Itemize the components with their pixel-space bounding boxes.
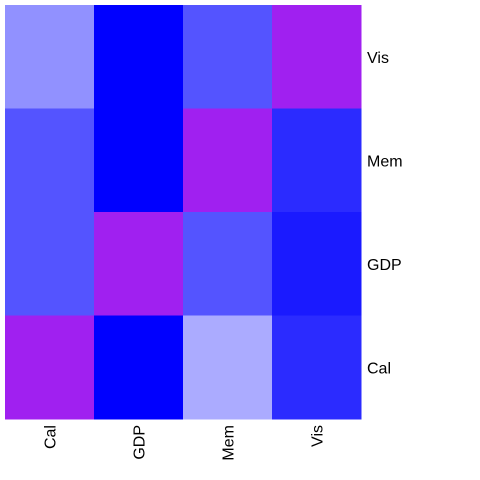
heatmap-cell-mem-vis bbox=[272, 108, 362, 213]
row-label-vis: Vis bbox=[367, 50, 389, 67]
heatmap-cell-mem-cal bbox=[5, 108, 95, 213]
column-label-cal: Cal bbox=[43, 425, 60, 449]
heatmap-cell-vis-gdp bbox=[94, 5, 184, 109]
heatmap-cell-gdp-mem bbox=[183, 212, 273, 316]
heatmap-cell-cal-mem bbox=[183, 315, 273, 420]
heatmap-cell-vis-vis bbox=[272, 5, 362, 109]
heatmap-cell-mem-gdp bbox=[94, 108, 184, 213]
heatmap-cell-gdp-cal bbox=[5, 212, 95, 316]
row-label-cal: Cal bbox=[367, 360, 391, 377]
heatmap-cell-mem-mem bbox=[183, 108, 273, 213]
column-label-vis: Vis bbox=[310, 425, 327, 447]
heatmap-cell-vis-cal bbox=[5, 5, 95, 109]
heatmap-cell-cal-vis bbox=[272, 315, 362, 420]
row-label-mem: Mem bbox=[367, 153, 403, 170]
heatmap-cell-vis-mem bbox=[183, 5, 273, 109]
heatmap-cell-cal-cal bbox=[5, 315, 95, 420]
heatmap-cell-gdp-gdp bbox=[94, 212, 184, 316]
column-label-mem: Mem bbox=[221, 425, 238, 461]
row-label-gdp: GDP bbox=[367, 257, 402, 274]
column-label-gdp: GDP bbox=[132, 425, 149, 460]
column-labels: Cal GDP Mem Vis bbox=[43, 425, 327, 461]
heatmap-cells bbox=[5, 5, 362, 420]
heatmap-cell-gdp-vis bbox=[272, 212, 362, 316]
row-labels: Vis Mem GDP Cal bbox=[367, 50, 403, 378]
heatmap-cell-cal-gdp bbox=[94, 315, 184, 420]
